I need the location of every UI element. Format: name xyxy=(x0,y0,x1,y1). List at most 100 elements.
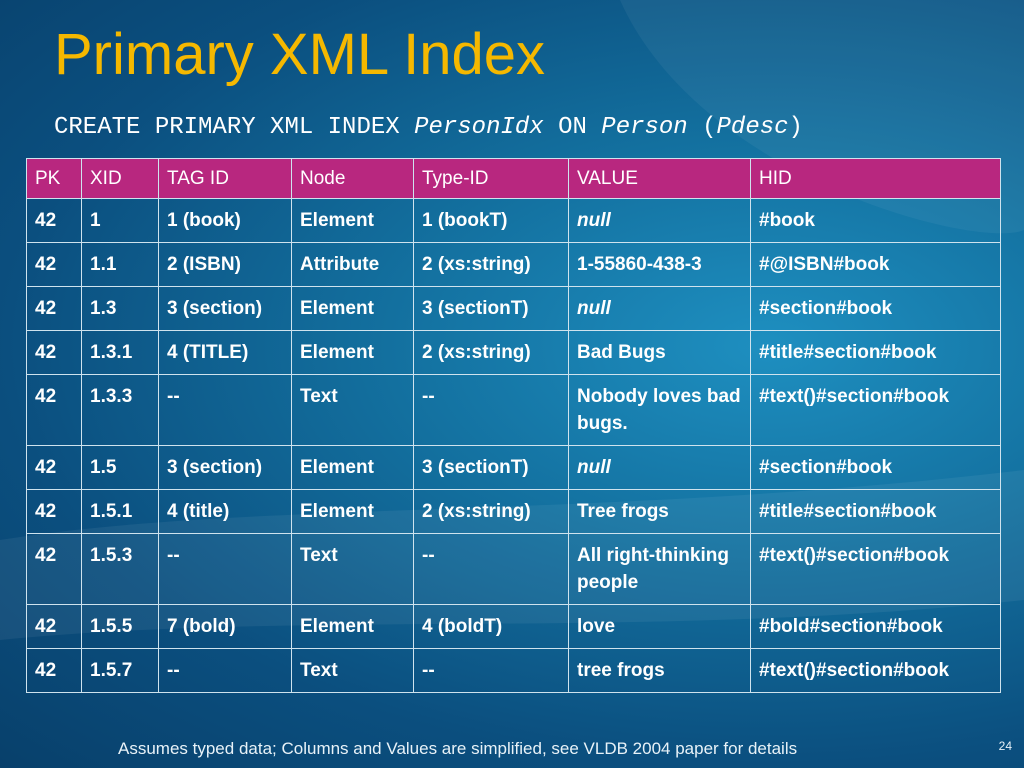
cell-tag-id: 4 (title) xyxy=(158,489,292,534)
cell-type-id: 2 (xs:string) xyxy=(413,489,569,534)
cell-pk: 42 xyxy=(26,648,82,693)
cell-hid: #text()#section#book xyxy=(750,374,1001,446)
table-header-row: PK XID TAG ID Node Type-ID VALUE HID xyxy=(26,158,1001,199)
cell-node: Text xyxy=(291,374,414,446)
cell-type-id: 1 (bookT) xyxy=(413,198,569,243)
slide-subtitle: CREATE PRIMARY XML INDEX PersonIdx ON Pe… xyxy=(54,114,803,141)
cell-pk: 42 xyxy=(26,286,82,331)
cell-pk: 42 xyxy=(26,330,82,375)
subtitle-part: ) xyxy=(788,114,803,141)
header-hid: HID xyxy=(750,158,1001,199)
cell-tag-id: 2 (ISBN) xyxy=(158,242,292,287)
header-value: VALUE xyxy=(568,158,751,199)
cell-value: null xyxy=(568,198,751,243)
table-row: 42 1.5.5 7 (bold) Element 4 (boldT) love… xyxy=(26,604,1001,649)
cell-pk: 42 xyxy=(26,533,82,605)
cell-xid: 1.3.1 xyxy=(81,330,159,375)
table-row: 42 1.1 2 (ISBN) Attribute 2 (xs:string) … xyxy=(26,242,1001,287)
cell-type-id: 2 (xs:string) xyxy=(413,330,569,375)
cell-value: Tree frogs xyxy=(568,489,751,534)
cell-hid: #section#book xyxy=(750,286,1001,331)
cell-pk: 42 xyxy=(26,198,82,243)
cell-value: null xyxy=(568,445,751,490)
cell-type-id: 4 (boldT) xyxy=(413,604,569,649)
cell-node: Element xyxy=(291,198,414,243)
cell-node: Attribute xyxy=(291,242,414,287)
cell-node: Element xyxy=(291,445,414,490)
cell-xid: 1.5 xyxy=(81,445,159,490)
table-row: 42 1.3.3 -- Text -- Nobody loves bad bug… xyxy=(26,374,1001,446)
cell-xid: 1.5.1 xyxy=(81,489,159,534)
cell-type-id: 2 (xs:string) xyxy=(413,242,569,287)
cell-value: tree frogs xyxy=(568,648,751,693)
table-row: 42 1.5 3 (section) Element 3 (sectionT) … xyxy=(26,445,1001,490)
table-row: 42 1.5.1 4 (title) Element 2 (xs:string)… xyxy=(26,489,1001,534)
cell-hid: #text()#section#book xyxy=(750,648,1001,693)
cell-pk: 42 xyxy=(26,445,82,490)
cell-hid: #section#book xyxy=(750,445,1001,490)
cell-type-id: -- xyxy=(413,374,569,446)
cell-hid: #@ISBN#book xyxy=(750,242,1001,287)
cell-type-id: 3 (sectionT) xyxy=(413,445,569,490)
cell-type-id: -- xyxy=(413,648,569,693)
cell-tag-id: -- xyxy=(158,648,292,693)
slide-footnote: Assumes typed data; Columns and Values a… xyxy=(118,739,798,758)
table-row: 42 1.3 3 (section) Element 3 (sectionT) … xyxy=(26,286,1001,331)
cell-node: Text xyxy=(291,533,414,605)
header-xid: XID xyxy=(81,158,159,199)
table-name: Person xyxy=(601,114,688,141)
header-node: Node xyxy=(291,158,414,199)
cell-tag-id: 7 (bold) xyxy=(158,604,292,649)
cell-tag-id: 1 (book) xyxy=(158,198,292,243)
cell-pk: 42 xyxy=(26,604,82,649)
subtitle-part: CREATE PRIMARY XML INDEX xyxy=(54,114,415,141)
cell-xid: 1.1 xyxy=(81,242,159,287)
index-name: PersonIdx xyxy=(414,114,544,141)
cell-hid: #book xyxy=(750,198,1001,243)
cell-tag-id: 3 (section) xyxy=(158,286,292,331)
cell-node: Text xyxy=(291,648,414,693)
cell-pk: 42 xyxy=(26,242,82,287)
cell-value: null xyxy=(568,286,751,331)
cell-pk: 42 xyxy=(26,489,82,534)
cell-tag-id: -- xyxy=(158,533,292,605)
table-row: 42 1.3.1 4 (TITLE) Element 2 (xs:string)… xyxy=(26,330,1001,375)
cell-hid: #title#section#book xyxy=(750,330,1001,375)
table-row: 42 1.5.3 -- Text -- All right-thinking p… xyxy=(26,533,1001,605)
cell-value: love xyxy=(568,604,751,649)
table-row: 42 1 1 (book) Element 1 (bookT) null #bo… xyxy=(26,198,1001,243)
cell-node: Element xyxy=(291,330,414,375)
cell-pk: 42 xyxy=(26,374,82,446)
header-tag-id: TAG ID xyxy=(158,158,292,199)
cell-xid: 1.5.5 xyxy=(81,604,159,649)
cell-tag-id: 4 (TITLE) xyxy=(158,330,292,375)
cell-value: All right-thinking people xyxy=(568,533,751,605)
cell-value: Bad Bugs xyxy=(568,330,751,375)
cell-xid: 1.5.7 xyxy=(81,648,159,693)
table-row: 42 1.5.7 -- Text -- tree frogs #text()#s… xyxy=(26,648,1001,693)
cell-xid: 1 xyxy=(81,198,159,243)
slide-title: Primary XML Index xyxy=(54,22,545,87)
xml-index-table: PK XID TAG ID Node Type-ID VALUE HID 42 … xyxy=(26,158,1001,693)
cell-tag-id: 3 (section) xyxy=(158,445,292,490)
subtitle-part: ON xyxy=(543,114,602,141)
cell-xid: 1.5.3 xyxy=(81,533,159,605)
cell-type-id: -- xyxy=(413,533,569,605)
cell-xid: 1.3 xyxy=(81,286,159,331)
page-number: 24 xyxy=(998,739,1012,753)
cell-hid: #text()#section#book xyxy=(750,533,1001,605)
cell-node: Element xyxy=(291,604,414,649)
cell-node: Element xyxy=(291,489,414,534)
cell-node: Element xyxy=(291,286,414,331)
column-name: Pdesc xyxy=(716,114,789,141)
header-type-id: Type-ID xyxy=(413,158,569,199)
header-pk: PK xyxy=(26,158,82,199)
cell-tag-id: -- xyxy=(158,374,292,446)
cell-hid: #title#section#book xyxy=(750,489,1001,534)
cell-hid: #bold#section#book xyxy=(750,604,1001,649)
cell-value: Nobody loves bad bugs. xyxy=(568,374,751,446)
cell-xid: 1.3.3 xyxy=(81,374,159,446)
cell-type-id: 3 (sectionT) xyxy=(413,286,569,331)
subtitle-part: ( xyxy=(687,114,717,141)
cell-value: 1-55860-438-3 xyxy=(568,242,751,287)
